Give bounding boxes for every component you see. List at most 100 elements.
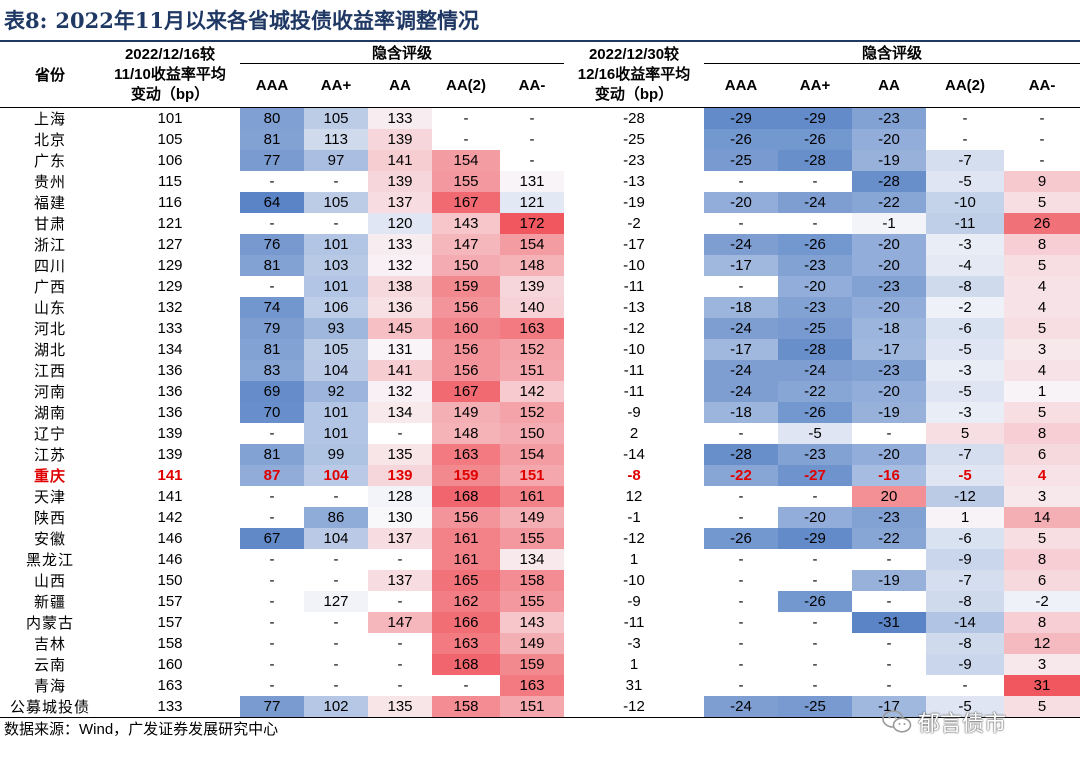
rating1-aaa-cell: 81	[240, 129, 304, 150]
avg-change-1-cell: 158	[157, 635, 183, 652]
table-row: 内蒙古 157 - - 147 166 143 -11 - - -31 -14 8	[0, 612, 1080, 633]
avg-change-2-cell: -2	[627, 215, 641, 232]
rating1-aa2-cell: 163	[432, 633, 500, 654]
rating2-aa-plus-cell: -25	[778, 696, 853, 718]
rating2-aa-cell: -20	[852, 381, 927, 402]
rating2-aa-cell: -23	[852, 107, 927, 129]
avg-change-1-cell: 121	[157, 215, 183, 232]
rating2-aa2-cell: -7	[926, 570, 1005, 591]
rating2-aa2-cell: -5	[926, 381, 1005, 402]
rating1-aaa-cell: -	[269, 572, 275, 589]
rating1-aa-plus-cell: 102	[304, 696, 368, 718]
table-row: 广西 129 - 101 138 159 139 -11 - -20 -23 -8 4	[0, 276, 1080, 297]
rating2-aa-cell: -31	[852, 612, 927, 633]
avg-change-1-cell: 132	[157, 299, 183, 316]
rating1-aaa-cell: -	[269, 509, 275, 526]
rating1-aa-cell: 141	[368, 360, 432, 381]
rating2-aa-minus-cell: 12	[1004, 633, 1080, 654]
rating2-aa-cell: -18	[852, 318, 927, 339]
avg-change-2-cell: -11	[623, 383, 645, 400]
province-cell: 北京	[33, 131, 66, 149]
rating2-aa-plus-cell: -	[812, 656, 818, 673]
rating1-aaa-cell: 76	[240, 234, 304, 255]
province-cell: 河北	[33, 320, 66, 338]
rating1-aaa-cell: 80	[240, 107, 304, 129]
header-avg2-line2: 12/16收益率平均	[577, 65, 691, 83]
rating1-aaa-cell: -	[269, 635, 275, 652]
avg-change-1-cell: 129	[157, 257, 183, 274]
rating2-aa-plus-cell: -24	[778, 360, 853, 381]
header-rating-aaa: AAA	[240, 63, 304, 108]
header-rating-aa: AA	[368, 63, 432, 108]
rating1-aa-plus-cell: 86	[304, 507, 368, 528]
rating1-aa2-cell: 159	[432, 276, 500, 297]
rating1-aa2-cell: 156	[432, 507, 500, 528]
rating2-aa2-cell: 5	[926, 423, 1005, 444]
rating1-aa-minus-cell: 149	[500, 507, 565, 528]
header-province: 省份	[0, 42, 100, 108]
rating2-aaa-cell: -24	[704, 696, 779, 718]
wechat-icon	[882, 710, 912, 733]
rating1-aa-minus-cell: 154	[500, 444, 565, 465]
avg-change-1-cell: 146	[157, 551, 183, 568]
rating1-aaa-cell: 81	[240, 339, 304, 360]
rating1-aa2-cell: 155	[432, 171, 500, 192]
watermark: 郁言债市	[882, 706, 1006, 738]
rating1-aa-plus-cell: -	[333, 614, 339, 631]
rating2-aa-cell: -19	[852, 570, 927, 591]
rating1-aa-plus-cell: 101	[304, 276, 368, 297]
avg-change-1-cell: 115	[158, 173, 182, 190]
rating1-aa2-cell: 156	[432, 360, 500, 381]
rating1-aa-minus-cell: 131	[500, 171, 565, 192]
rating2-aa-minus-cell: 8	[1004, 423, 1080, 444]
province-cell: 内蒙古	[25, 614, 74, 632]
avg-change-1-cell: 106	[157, 152, 183, 169]
avg-change-2-cell: -9	[627, 404, 641, 421]
table-row: 公募城投债 133 77 102 135 158 151 -12 -24 -25 -17 -5 5	[0, 696, 1080, 718]
province-cell: 山西	[33, 572, 66, 590]
rating2-aa-cell: -20	[852, 255, 927, 276]
rating2-aa-minus-cell: 1	[1004, 381, 1080, 402]
rating2-aa2-cell: -	[962, 131, 968, 148]
rating1-aa-plus-cell: 106	[304, 297, 368, 318]
rating2-aa-plus-cell: -	[812, 614, 818, 631]
province-cell: 吉林	[33, 635, 66, 653]
avg-change-2-cell: -14	[623, 446, 645, 463]
avg-change-2-cell: -1	[627, 509, 641, 526]
avg-change-1-cell: 139	[157, 446, 183, 463]
rating2-aa2-cell: -9	[926, 549, 1005, 570]
table-row: 福建 116 64 105 137 167 121 -19 -20 -24 -22 -10 5	[0, 192, 1080, 213]
avg-change-1-cell: 150	[157, 572, 183, 589]
avg-change-1-cell: 136	[157, 383, 183, 400]
rating1-aa-plus-cell: -	[333, 488, 339, 505]
rating2-aaa-cell: -17	[704, 339, 779, 360]
rating2-aa-minus-cell: 5	[1004, 696, 1080, 718]
rating1-aa-cell: -	[397, 656, 403, 673]
rating2-aa2-cell: -5	[926, 696, 1005, 718]
table-row: 山西 150 - - 137 165 158 -10 - - -19 -7 6	[0, 570, 1080, 591]
table-row: 黑龙江 146 - - - 161 134 1 - - - -9 8	[0, 549, 1080, 570]
rating1-aa-cell: -	[397, 593, 403, 610]
rating1-aaa-cell: 64	[240, 192, 304, 213]
rating2-aa2-cell: -5	[926, 339, 1005, 360]
rating1-aa-plus-cell: 103	[304, 255, 368, 276]
rating1-aa-cell: 137	[368, 528, 432, 549]
rating1-aa-minus-cell: 121	[500, 192, 565, 213]
rating2-aa-plus-cell: -	[812, 635, 818, 652]
rating1-aaa-cell: -	[269, 278, 275, 295]
rating2-aa-minus-cell: 3	[1004, 486, 1080, 507]
rating1-aa-cell: 145	[368, 318, 432, 339]
rating1-aaa-cell: 77	[240, 696, 304, 718]
rating2-aaa-cell: -	[738, 488, 744, 505]
rating2-aa-plus-cell: -25	[778, 318, 853, 339]
rating2-aa-minus-cell: 5	[1004, 528, 1080, 549]
rating1-aa-minus-cell: -	[529, 131, 535, 148]
rating1-aa-minus-cell: 134	[500, 549, 565, 570]
rating2-aa-cell: -28	[852, 171, 927, 192]
province-cell: 青海	[33, 677, 66, 695]
avg-change-2-cell: -11	[623, 614, 645, 631]
rating1-aaa-cell: 77	[240, 150, 304, 171]
rating2-aa-minus-cell: 4	[1004, 276, 1080, 297]
rating1-aa-plus-cell: 105	[304, 192, 368, 213]
rating1-aa-minus-cell: 152	[500, 339, 565, 360]
